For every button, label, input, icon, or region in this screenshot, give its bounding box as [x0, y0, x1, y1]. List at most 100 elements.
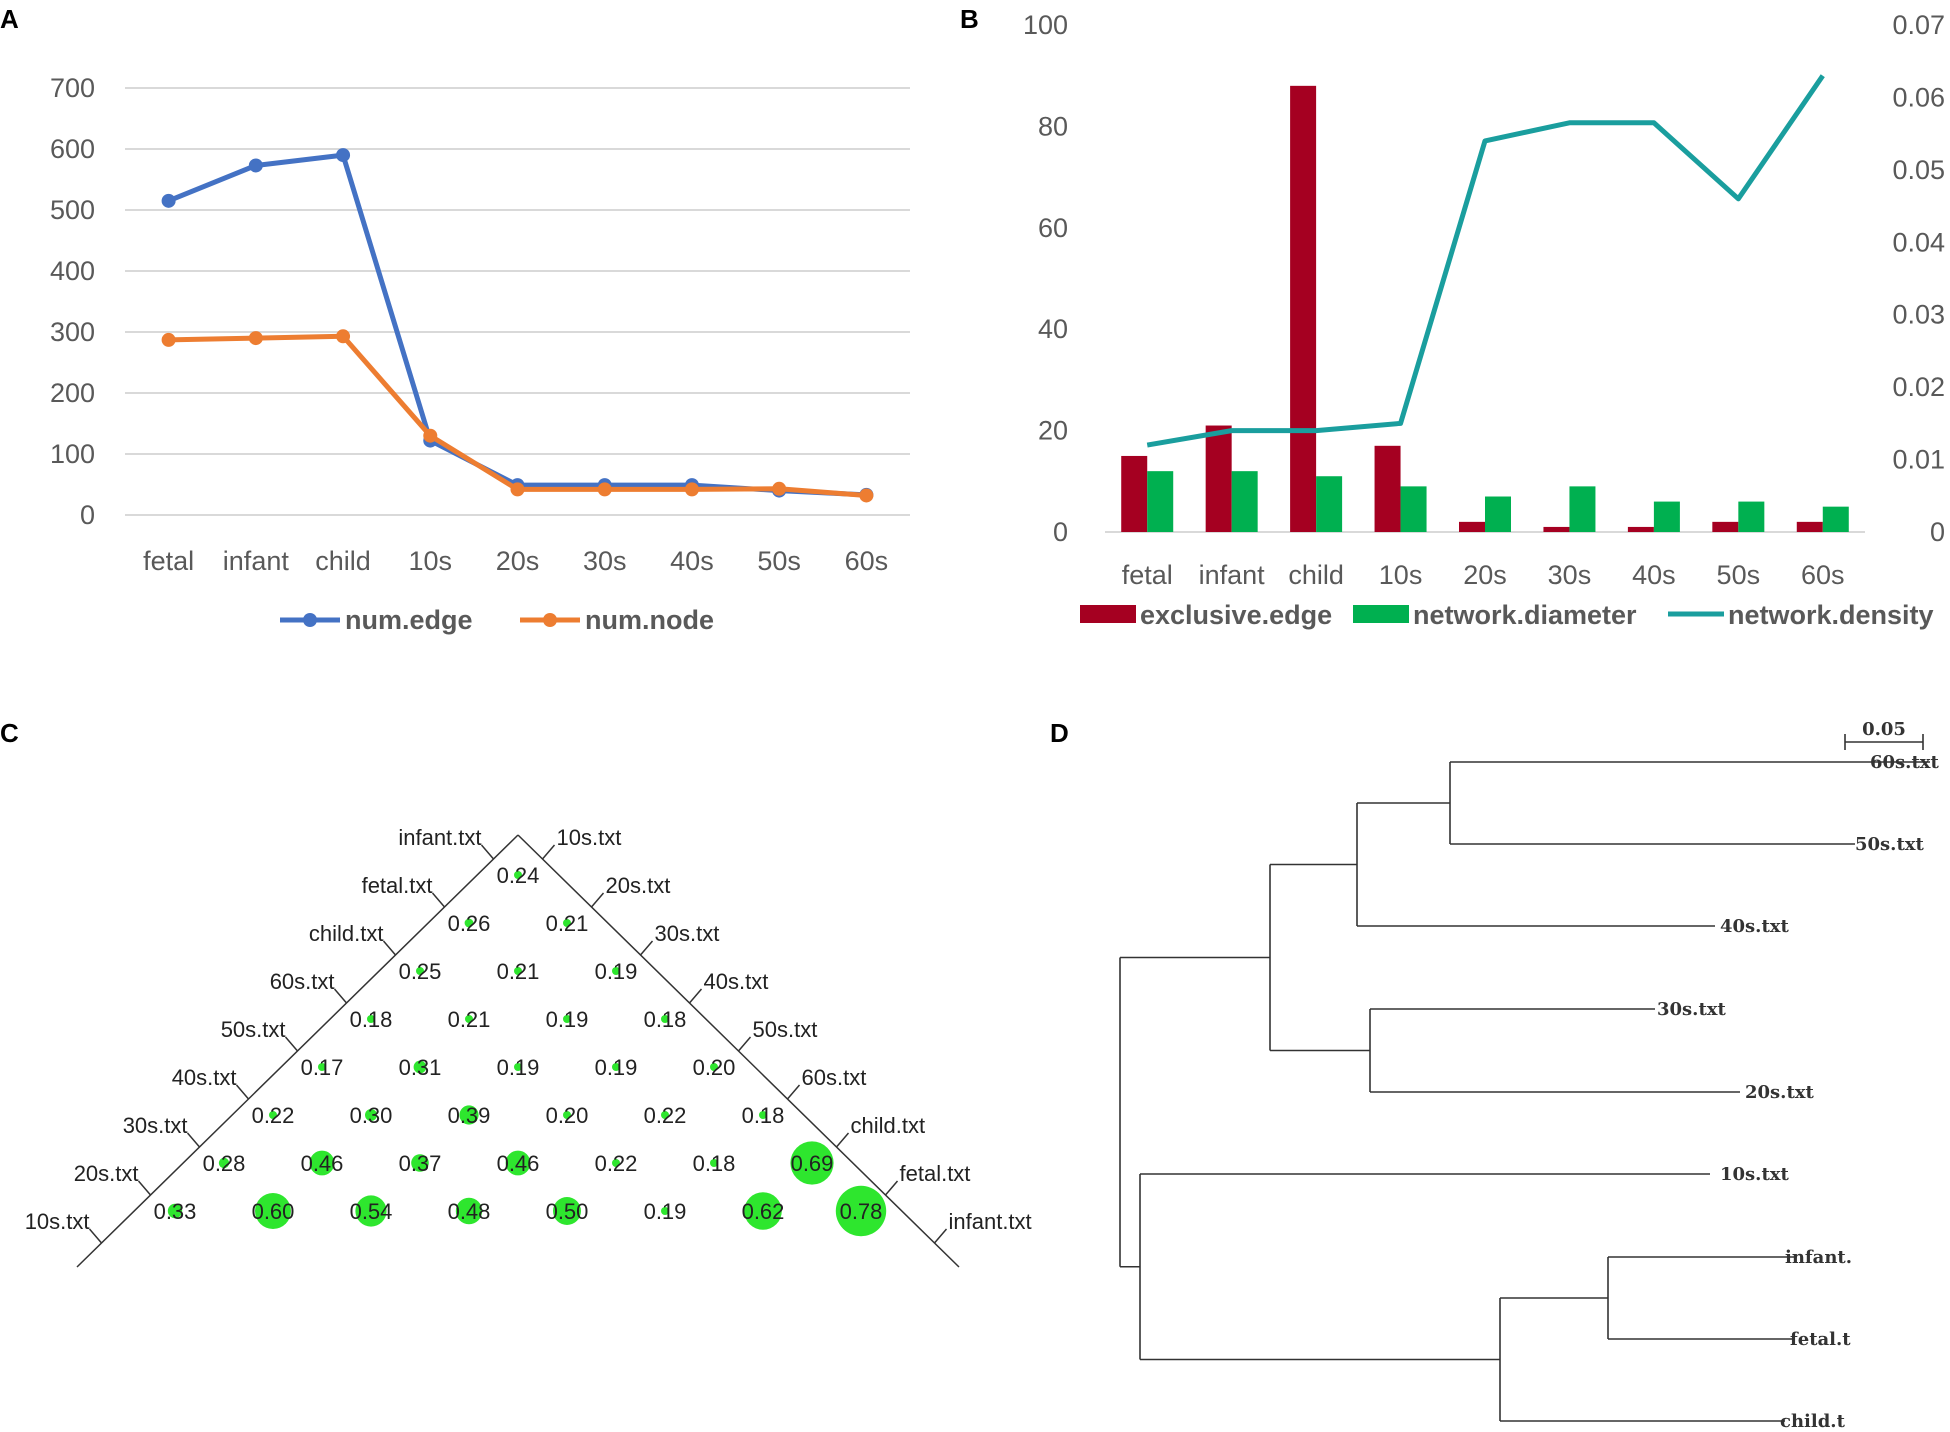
bar-network.diameter	[1400, 486, 1427, 532]
y-tick-label: 400	[50, 256, 95, 286]
x-tick-label: 50s	[757, 546, 801, 576]
similarity-value: 0.18	[644, 1007, 687, 1032]
data-point	[684, 482, 699, 497]
similarity-circle	[514, 871, 522, 879]
panel-letter-d: D	[1050, 718, 1069, 748]
y-tick-label: 100	[50, 439, 95, 469]
leaf-label: 10s.txt	[1720, 1164, 1789, 1185]
similarity-value: 0.60	[252, 1199, 295, 1224]
series-line-num.edge	[167, 152, 867, 498]
y2-tick-label: 0.03	[1892, 300, 1945, 330]
similarity-circle	[465, 1015, 473, 1023]
y2-tick-label: 0.07	[1892, 10, 1945, 40]
left-tick	[480, 844, 495, 860]
right-label: 30s.txt	[655, 921, 720, 946]
similarity-circle	[416, 967, 424, 975]
legend-marker	[543, 613, 557, 627]
leaf-label: 60s.txt	[1870, 752, 1939, 773]
similarity-circle	[367, 1015, 375, 1023]
y-tick-label: 60	[1038, 213, 1068, 243]
x-tick-label: fetal	[143, 546, 194, 576]
right-tick	[737, 1036, 752, 1052]
similarity-circle	[710, 1159, 718, 1167]
similarity-circle	[661, 1015, 669, 1023]
similarity-value: 0.28	[203, 1151, 246, 1176]
y2-tick-label: 0.05	[1892, 155, 1945, 185]
bar-exclusive.edge	[1796, 521, 1823, 532]
y-tick-label: 200	[50, 378, 95, 408]
panel-letter-c: C	[0, 718, 19, 748]
right-tick	[590, 892, 605, 908]
y-tick-label: 20	[1038, 416, 1068, 446]
bar-network.diameter	[1147, 471, 1174, 532]
data-point	[772, 481, 787, 496]
similarity-value: 0.20	[546, 1103, 589, 1128]
bar-network.diameter	[1822, 506, 1849, 532]
right-label: 40s.txt	[704, 969, 769, 994]
y-tick-label: 80	[1038, 111, 1068, 141]
left-tick	[88, 1228, 103, 1244]
left-label: 50s.txt	[221, 1017, 286, 1042]
legend-label: network.density	[1728, 600, 1934, 630]
similarity-circle	[612, 1159, 620, 1167]
similarity-circle	[710, 1063, 718, 1071]
similarity-value: 0.22	[644, 1103, 687, 1128]
leaf-label: 20s.txt	[1745, 1082, 1814, 1103]
similarity-circle	[612, 1063, 620, 1071]
similarity-value: 0.30	[350, 1103, 393, 1128]
similarity-value: 0.21	[448, 1007, 491, 1032]
left-tick	[431, 892, 446, 908]
bar-exclusive.edge	[1459, 521, 1485, 532]
similarity-value: 0.19	[644, 1199, 687, 1224]
bar-exclusive.edge	[1121, 455, 1148, 532]
bar-network.diameter	[1485, 496, 1511, 532]
left-tick	[186, 1132, 201, 1148]
y2-tick-label: 0	[1930, 517, 1945, 547]
panel-b-combo-chart: 0 20 40 60 80 100 0 0.01 0.02 0.03 0.04 0.05 0.06 0.0…	[1023, 10, 1945, 630]
left-label: child.txt	[309, 921, 384, 946]
similarity-circle	[459, 1105, 479, 1125]
panel-a-line-chart: 0 100 200 300 400 500 600 700 fetal infant child 10…	[50, 73, 910, 635]
similarity-circle	[790, 1141, 834, 1185]
left-tick	[382, 940, 397, 956]
left-label: 10s.txt	[25, 1209, 90, 1234]
similarity-circle	[464, 918, 474, 928]
x-tick-label: child	[1288, 560, 1344, 590]
legend-label: network.diameter	[1413, 600, 1637, 630]
similarity-value: 0.33	[154, 1199, 197, 1224]
bar-exclusive.edge	[1290, 85, 1317, 532]
x-tick-label: 50s	[1717, 560, 1761, 590]
y-tick-label: 600	[50, 134, 95, 164]
right-label: 60s.txt	[802, 1065, 867, 1090]
bar-exclusive.edge	[1374, 445, 1401, 532]
bar-exclusive.edge	[1205, 425, 1232, 532]
y-tick-label: 0	[1053, 517, 1068, 547]
similarity-value: 0.31	[399, 1055, 442, 1080]
similarity-circle	[365, 1109, 377, 1121]
x-tick-label: 40s	[670, 546, 714, 576]
left-label: 30s.txt	[123, 1113, 188, 1138]
legend-label: num.edge	[345, 605, 473, 635]
bar-network.diameter	[1569, 486, 1596, 532]
similarity-circle	[255, 1193, 291, 1229]
similarity-circle	[269, 1111, 277, 1119]
similarity-circle	[218, 1157, 230, 1169]
similarity-circle	[661, 1207, 669, 1215]
right-label: 20s.txt	[606, 873, 671, 898]
similarity-value: 0.46	[497, 1151, 540, 1176]
y-tick-label: 0	[80, 500, 95, 530]
bar-exclusive.edge	[1627, 526, 1654, 532]
data-point	[510, 482, 525, 497]
right-tick	[933, 1228, 948, 1244]
similarity-circle	[563, 919, 571, 927]
similarity-circle	[505, 1150, 531, 1176]
x-tick-label: infant	[223, 546, 290, 576]
series-line-network.density	[1146, 74, 1825, 448]
similarity-value: 0.25	[399, 959, 442, 984]
similarity-value: 0.54	[350, 1199, 393, 1224]
right-tick	[639, 940, 654, 956]
leaf-label: infant.	[1785, 1247, 1852, 1268]
x-tick-label: infant	[1199, 560, 1266, 590]
similarity-value: 0.19	[595, 959, 638, 984]
bar-network.diameter	[1231, 471, 1258, 532]
